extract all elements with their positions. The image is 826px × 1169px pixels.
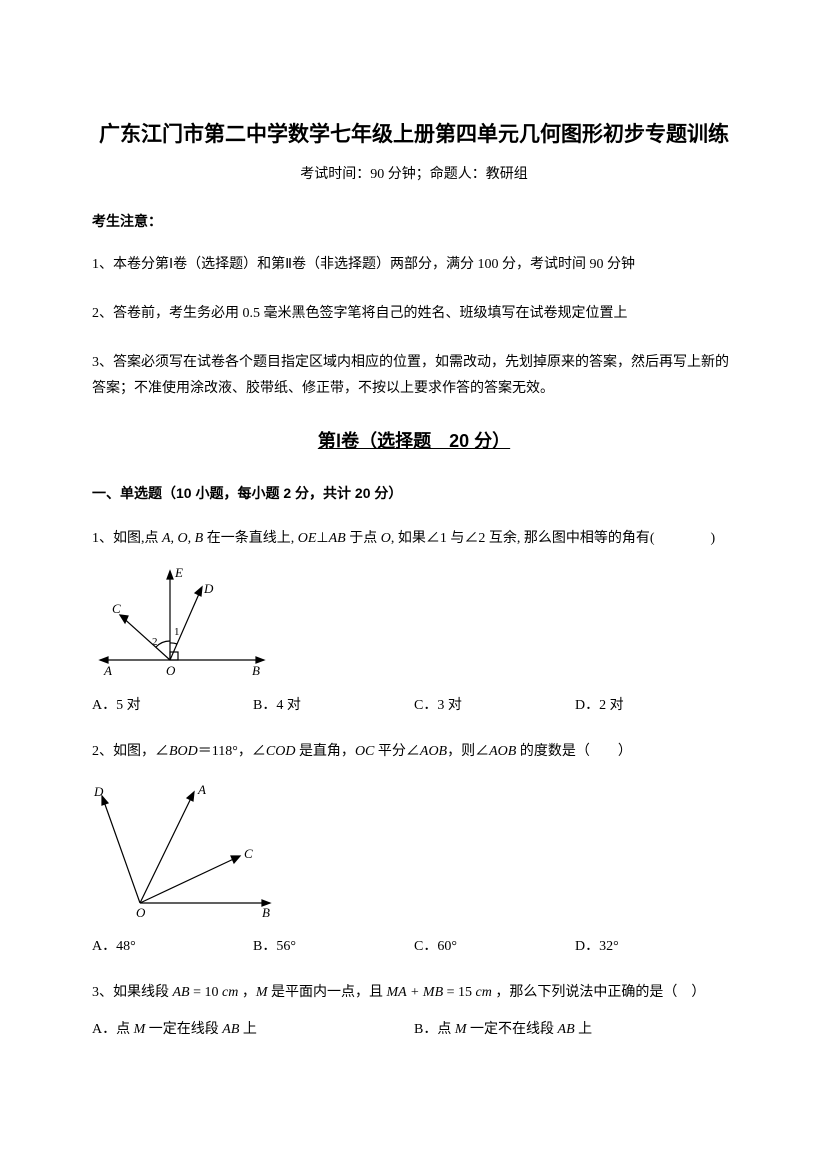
q1-opt-b: B．4 对 xyxy=(253,695,414,717)
fig2-label-c: C xyxy=(244,846,253,861)
q2-oc: OC xyxy=(355,744,374,759)
q3-tail: ，那么下列说法中正确的是（ ） xyxy=(492,985,706,1000)
figure-1: E D C A O B 1 2 xyxy=(92,565,736,677)
fig1-label-b: B xyxy=(252,663,260,677)
q1-m3: , 如果∠1 与∠2 互余, 那么图中相等的角有( ) xyxy=(391,531,715,546)
notice-2: 2、答卷前，考生务必用 0.5 毫米黑色签字笔将自己的姓名、班级填写在试卷规定位… xyxy=(92,301,736,328)
q3-mamb: MA + MB xyxy=(387,985,444,1000)
q2-e3: 平分∠ xyxy=(374,744,420,759)
q1-oe: OE xyxy=(298,531,317,546)
doc-title: 广东江门市第二中学数学七年级上册第四单元几何图形初步专题训练 xyxy=(92,118,736,152)
fig1-label-a: A xyxy=(103,663,112,677)
q2-options: A．48° B．56° C．60° D．32° xyxy=(92,936,736,958)
q2-opt-d: D．32° xyxy=(575,936,736,958)
q3-e2: = 15 xyxy=(443,985,475,1000)
fig1-label-o: O xyxy=(166,663,176,677)
fig2-label-a: A xyxy=(197,782,206,797)
q2-e4: ，则∠ xyxy=(447,744,489,759)
fig1-label-1: 1 xyxy=(174,626,180,638)
section-1-title: 第Ⅰ卷（选择题 20 分） xyxy=(92,427,736,456)
q2-aob2: AOB xyxy=(489,744,516,759)
question-1: 1、如图,点 A, O, B 在一条直线上, OE⊥AB 于点 O, 如果∠1 … xyxy=(92,526,736,553)
q1-m1: 在一条直线上, xyxy=(203,531,298,546)
q1-aob: A, O, B xyxy=(162,531,203,546)
fig2-label-b: B xyxy=(262,905,270,918)
figure-2: D A C O B xyxy=(92,778,736,918)
doc-subtitle: 考试时间：90 分钟；命题人：教研组 xyxy=(92,164,736,186)
notice-3: 3、答案必须写在试卷各个题目指定区域内相应的位置，如需改动，先划掉原来的答案，然… xyxy=(92,350,736,403)
q3-cm2: cm xyxy=(476,985,492,1000)
fig1-label-d: D xyxy=(203,581,214,596)
q1-opt-a: A．5 对 xyxy=(92,695,253,717)
q1-o: O xyxy=(381,531,391,546)
q2-cod: COD xyxy=(266,744,296,759)
q2-e2: 是直角， xyxy=(295,744,355,759)
q3-e1: = 10 xyxy=(190,985,222,1000)
q3-m2: 是平面内一点，且 xyxy=(268,985,387,1000)
fig2-label-d: D xyxy=(93,784,104,799)
q2-aob: AOB xyxy=(420,744,447,759)
q2-pre: 2、如图，∠ xyxy=(92,744,169,759)
fig1-label-e: E xyxy=(174,565,183,580)
q1-opt-d: D．2 对 xyxy=(575,695,736,717)
q2-e5: 的度数是（ ） xyxy=(516,744,632,759)
part-a-heading: 一、单选题（10 小题，每小题 2 分，共计 20 分） xyxy=(92,482,736,504)
fig2-label-o: O xyxy=(136,905,146,918)
q3-options: A．点 M 一定在线段 AB 上 B．点 M 一定不在线段 AB 上 xyxy=(92,1019,736,1049)
q1-pre: 1、如图,点 xyxy=(92,531,162,546)
q2-opt-b: B．56° xyxy=(253,936,414,958)
q2-opt-a: A．48° xyxy=(92,936,253,958)
question-3: 3、如果线段 AB = 10 cm ，M 是平面内一点，且 MA + MB = … xyxy=(92,980,736,1007)
q3-cm1: cm xyxy=(222,985,238,1000)
notice-1: 1、本卷分第Ⅰ卷（选择题）和第Ⅱ卷（非选择题）两部分，满分 100 分，考试时间… xyxy=(92,252,736,279)
q1-ab: AB xyxy=(329,531,346,546)
notice-heading: 考生注意： xyxy=(92,210,736,232)
q3-opt-b: B．点 M 一定不在线段 AB 上 xyxy=(414,1019,736,1041)
q3-opt-a: A．点 M 一定在线段 AB 上 xyxy=(92,1019,414,1041)
question-2: 2、如图，∠BOD＝118°，∠COD 是直角，OC 平分∠AOB，则∠AOB … xyxy=(92,739,736,766)
q3-ab: AB xyxy=(173,985,190,1000)
q3-m: M xyxy=(256,985,268,1000)
fig1-label-c: C xyxy=(112,601,121,616)
q1-options: A．5 对 B．4 对 C．3 对 D．2 对 xyxy=(92,695,736,717)
q3-pre: 3、如果线段 xyxy=(92,985,173,1000)
q2-e1: ＝118°，∠ xyxy=(198,744,266,759)
q2-opt-c: C．60° xyxy=(414,936,575,958)
q1-opt-c: C．3 对 xyxy=(414,695,575,717)
q2-bod: BOD xyxy=(169,744,198,759)
q1-m2: 于点 xyxy=(346,531,381,546)
fig1-label-2: 2 xyxy=(152,636,158,648)
q3-m1: ， xyxy=(238,985,256,1000)
